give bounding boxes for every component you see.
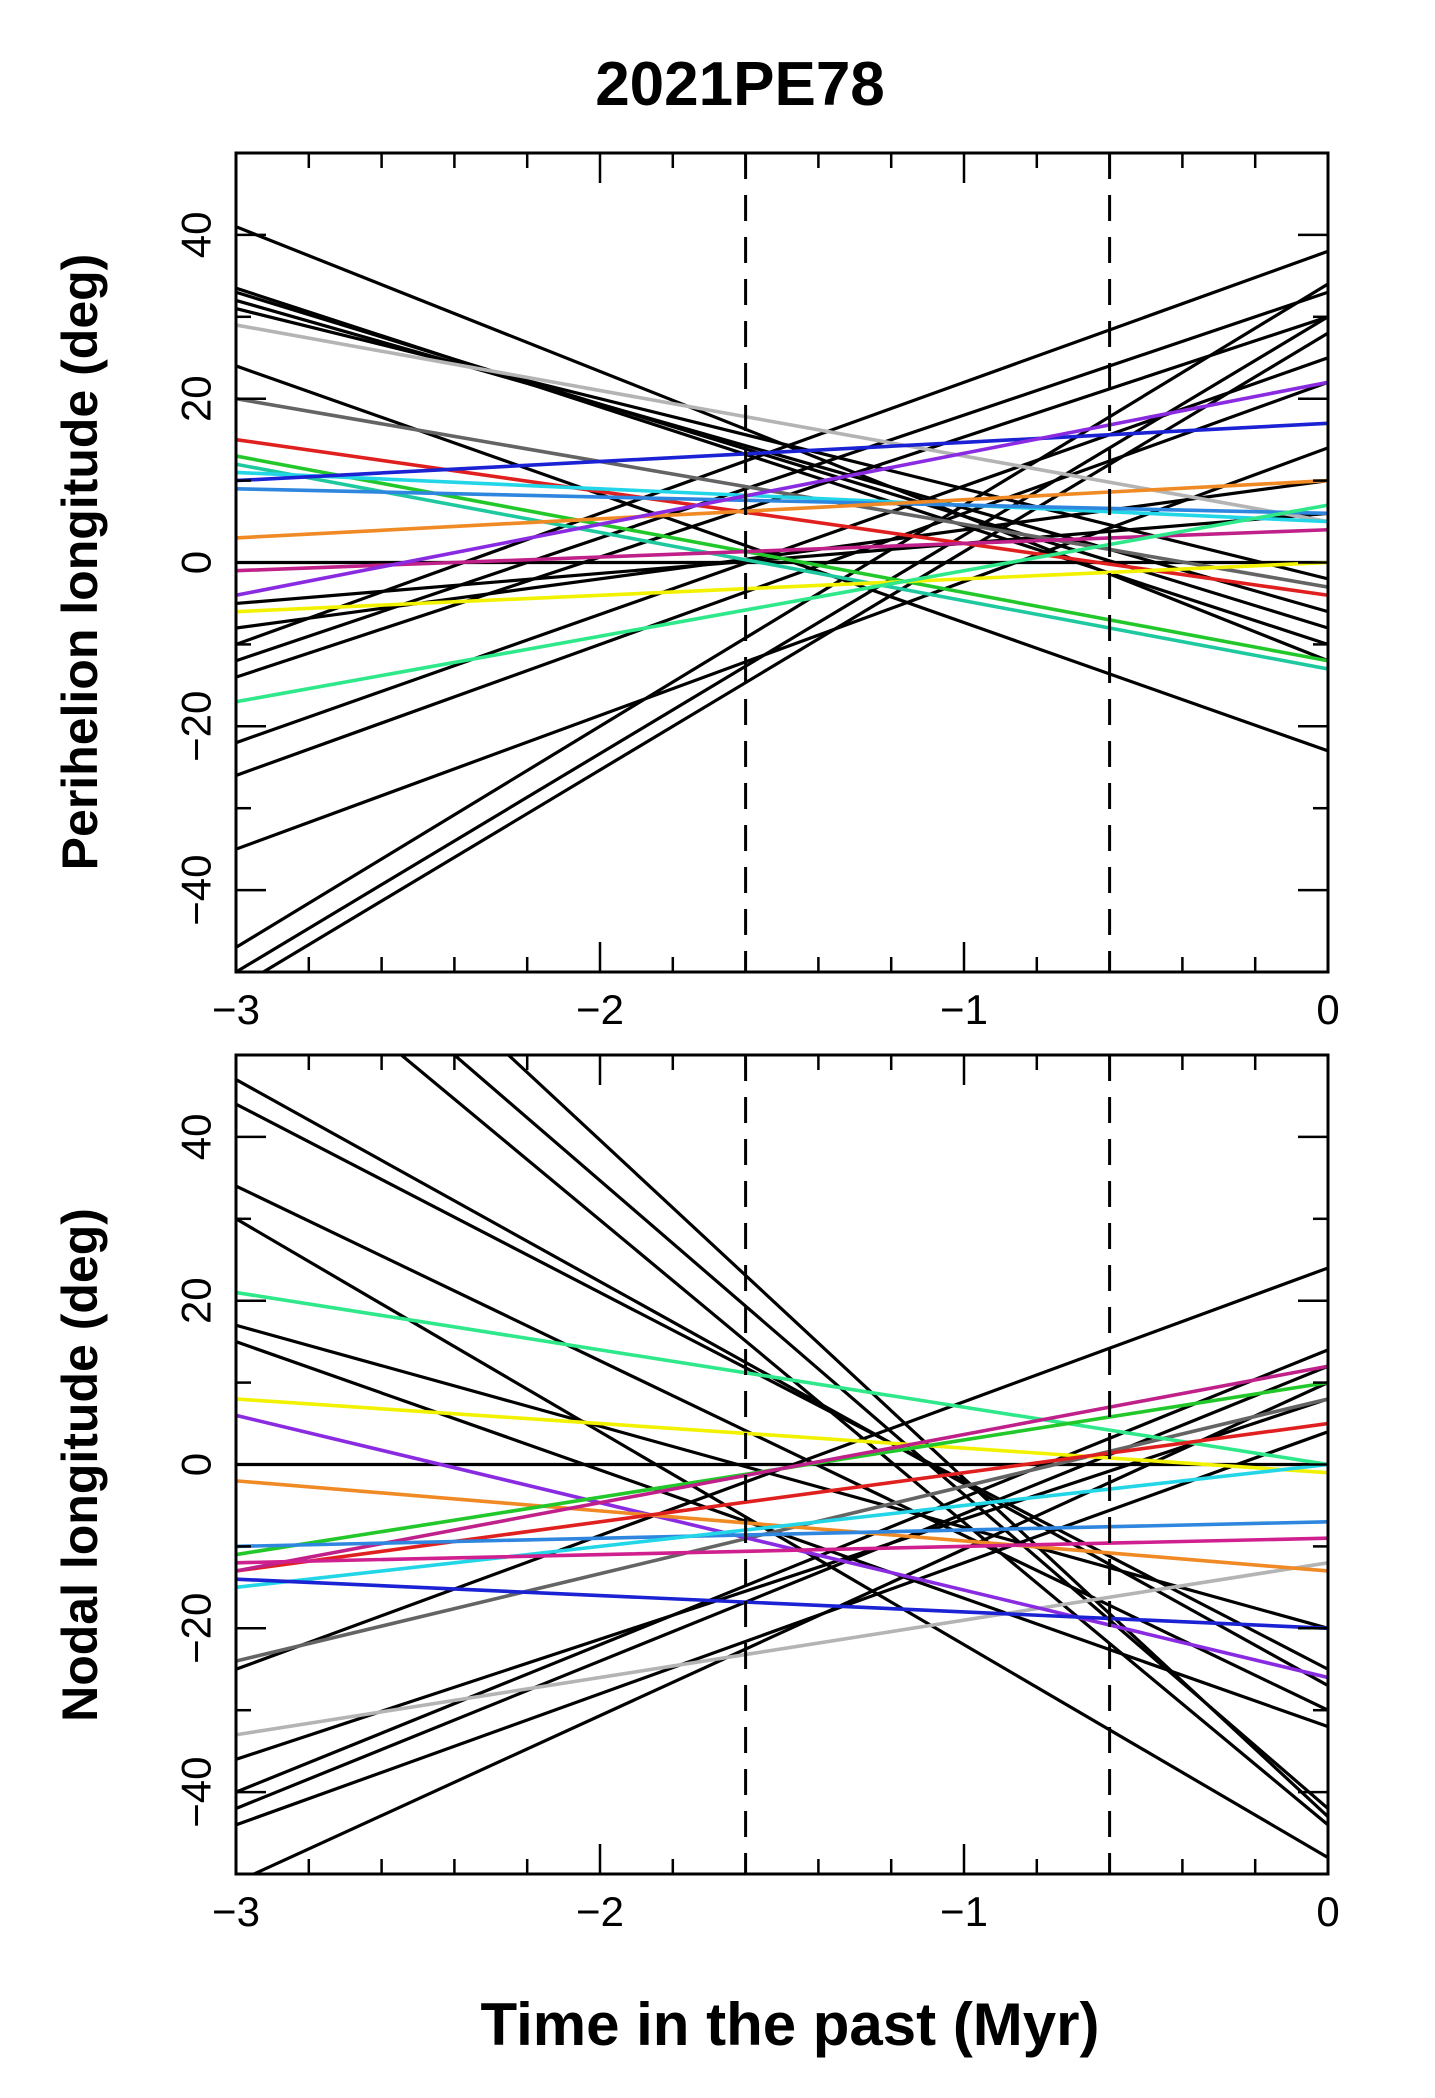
- series-line-spring-green: [236, 1290, 1328, 1467]
- y-axis-label: Nodal longitude (deg): [52, 1208, 108, 1722]
- series-line-black-03: [236, 1184, 1328, 1712]
- series-line-blue-light: [236, 1520, 1328, 1549]
- x-tick-label: −1: [940, 1888, 988, 1935]
- panel-nodal: −3 −2 −1 0 −40 −20 0 20 40 Nodal longitude (deg): [52, 1053, 1340, 1935]
- y-tick-label: −20: [173, 691, 220, 762]
- x-tick-label: −2: [576, 1888, 624, 1935]
- series-line-yellow: [236, 1397, 1328, 1475]
- series-line-gray-dark: [236, 396, 1328, 589]
- series-line-gray-dark: [236, 1397, 1328, 1663]
- series-line-black-07: [236, 249, 1328, 647]
- series-line-black-04: [236, 1217, 1328, 1860]
- series-line-blue: [236, 1577, 1328, 1631]
- series-line-green: [236, 454, 1328, 663]
- y-tick-label: 0: [173, 551, 220, 574]
- series-line-orange: [236, 478, 1328, 540]
- series-line-black-05: [398, 1055, 1328, 1827]
- series-line-black-08: [236, 1323, 1328, 1630]
- y-axis-label: Perihelion longitude (deg): [52, 254, 108, 871]
- series-line-black-13: [236, 282, 1328, 950]
- series-line-black-05: [236, 307, 1328, 581]
- series-line-spring-green: [236, 503, 1328, 704]
- series-line-red: [236, 1421, 1328, 1573]
- series-line-gray-light: [236, 1560, 1328, 1737]
- series-line-teal: [236, 462, 1328, 671]
- y-tick-label: −40: [173, 1756, 220, 1827]
- series-line-black-15: [260, 331, 1328, 972]
- series-line-yellow: [236, 560, 1328, 614]
- series-group: [236, 225, 1328, 972]
- series-line-black-01: [236, 1077, 1328, 1688]
- series-line-blue-light: [236, 486, 1328, 516]
- series-line-black-08: [236, 290, 1328, 663]
- y-tick-label: 20: [173, 375, 220, 422]
- y-tick-label: 20: [173, 1277, 220, 1324]
- series-line-black-11: [236, 380, 1328, 778]
- y-tick-label: −40: [173, 854, 220, 925]
- panel-perihelion: −3 −2 −1 0 −40 −20 0 20 40 Perihelion longitude (…: [52, 151, 1340, 1033]
- figure-title: 2021PE78: [595, 50, 885, 119]
- series-line-blue: [236, 421, 1328, 483]
- x-tick-label: −3: [212, 1888, 260, 1935]
- x-tick-label: 0: [1316, 1888, 1339, 1935]
- series-line-black-13: [236, 1364, 1328, 1811]
- series-group: [236, 1055, 1328, 1874]
- series-line-black-14: [236, 315, 1328, 972]
- series-line-black-02: [236, 1102, 1328, 1671]
- series-line-black-14: [250, 1380, 1328, 1874]
- series-line-red: [236, 437, 1328, 598]
- series-line-cyan: [236, 470, 1328, 524]
- y-tick-label: 0: [173, 1453, 220, 1476]
- x-axis-label: Time in the past (Myr): [481, 1991, 1100, 2058]
- x-tick-label: −3: [212, 986, 260, 1033]
- series-line-pink: [236, 1536, 1328, 1565]
- y-tick-label: 40: [173, 212, 220, 259]
- x-tick-label: −1: [940, 986, 988, 1033]
- series-line-purple: [236, 380, 1328, 598]
- y-tick-label: −20: [173, 1593, 220, 1664]
- series-line-black-12: [236, 1348, 1328, 1794]
- series-line-black-16: [236, 1430, 1328, 1827]
- series-line-purple: [236, 1413, 1328, 1680]
- series-line-black-07: [452, 1055, 1328, 1811]
- series-line-magenta: [236, 1364, 1328, 1573]
- x-tick-label: 0: [1316, 986, 1339, 1033]
- x-tick-label: −2: [576, 986, 624, 1033]
- series-line-cyan: [236, 1462, 1328, 1590]
- y-tick-label: 40: [173, 1114, 220, 1161]
